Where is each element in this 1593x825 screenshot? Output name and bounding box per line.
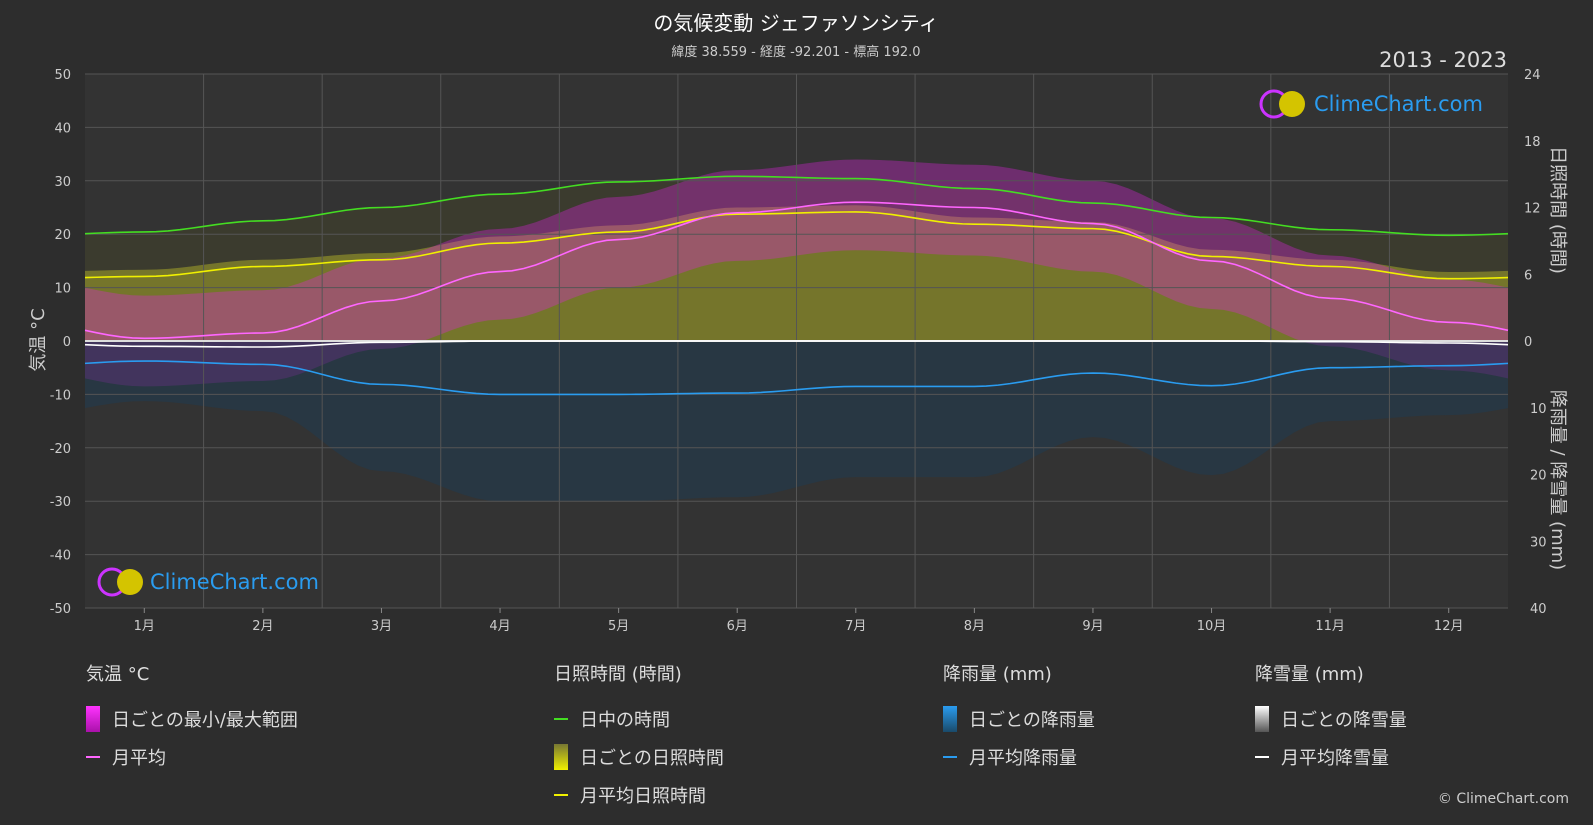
right-top-tick-label: 0 xyxy=(1524,335,1532,350)
month-label: 12月 xyxy=(1434,619,1464,634)
right-top-tick-label: 18 xyxy=(1524,135,1541,150)
chart-subtitle: 緯度 38.559 - 経度 -92.201 - 標高 192.0 xyxy=(671,44,920,60)
left-tick-label: 40 xyxy=(54,121,71,136)
legend-rain-daily-label: 日ごとの降雨量 xyxy=(969,710,1095,731)
logo-sun-icon xyxy=(1279,91,1305,117)
rain-avg-line xyxy=(84,360,1509,396)
right-bottom-tick-label: 10 xyxy=(1530,402,1547,417)
grid-lines xyxy=(85,73,1508,609)
legend-rain-head: 降雨量 (mm) xyxy=(943,664,1052,685)
rain-avg-swatch xyxy=(943,756,957,758)
brand-logo-bottom: ClimeChart.com xyxy=(97,567,319,597)
right-bottom-axis-label: 降雨量 / 降雪量 (mm) xyxy=(1547,390,1568,570)
legend-snow-avg-label: 月平均降雪量 xyxy=(1281,748,1389,769)
right-top-tick-label: 24 xyxy=(1524,68,1541,83)
legend-temp-avg-label: 月平均 xyxy=(112,748,166,769)
legend-snow: 降雪量 (mm) 日ごとの降雪量 月平均降雪量 xyxy=(1255,660,1407,776)
axis-ticks: 50 40 30 20 10 0 -10 -20 -30 -40 -50 24 18 12 6 0 10 20 30… xyxy=(50,68,1547,634)
legend-sun-avg: 月平均日照時間 xyxy=(554,776,724,814)
left-tick-label: 10 xyxy=(54,282,71,297)
rain-swatch xyxy=(943,706,957,732)
snow-swatch xyxy=(1255,706,1269,732)
brand-name-bottom: ClimeChart.com xyxy=(150,570,319,594)
copyright: © ClimeChart.com xyxy=(1437,791,1569,807)
sunshine-swatch xyxy=(554,744,568,770)
sunshine-avg-swatch xyxy=(554,794,568,796)
month-label: 2月 xyxy=(252,619,273,634)
left-tick-label: 20 xyxy=(54,228,71,243)
sunshine-avg-line xyxy=(84,211,1509,280)
brand-logo-top: ClimeChart.com xyxy=(1259,89,1483,119)
legend-temp-range-label: 日ごとの最小/最大範囲 xyxy=(112,710,298,731)
temp-avg-line xyxy=(84,201,1509,340)
left-tick-label: 30 xyxy=(54,175,71,190)
snow-avg-line xyxy=(84,340,1509,348)
chart-marks xyxy=(84,175,1509,396)
left-tick-label: 50 xyxy=(54,68,71,83)
legend-temp-range: 日ごとの最小/最大範囲 xyxy=(86,700,298,738)
month-label: 11月 xyxy=(1315,619,1345,634)
legend-sun-head: 日照時間 (時間) xyxy=(554,664,682,685)
left-tick-label: -10 xyxy=(50,388,71,403)
left-axis-label: 気温 °C xyxy=(28,308,49,371)
left-tick-label: -50 xyxy=(50,602,71,617)
temp-range-swatch xyxy=(86,706,100,732)
left-tick-label: -20 xyxy=(50,442,71,457)
daylight-line xyxy=(84,175,1509,237)
legend-snow-daily-label: 日ごとの降雪量 xyxy=(1281,710,1407,731)
month-label: 1月 xyxy=(134,619,155,634)
daylight-swatch xyxy=(554,718,568,720)
right-top-tick-label: 6 xyxy=(1524,268,1532,283)
month-label: 4月 xyxy=(489,619,510,634)
month-label: 10月 xyxy=(1197,619,1227,634)
right-bottom-tick-label: 30 xyxy=(1530,535,1547,550)
legend-rain-daily: 日ごとの降雨量 xyxy=(943,700,1095,738)
logo-sun-icon xyxy=(117,569,143,595)
legend-snow-avg: 月平均降雪量 xyxy=(1255,738,1407,776)
snow-avg-swatch xyxy=(1255,756,1269,758)
month-label: 9月 xyxy=(1082,619,1103,634)
right-top-tick-label: 12 xyxy=(1524,202,1541,217)
legend-snow-head: 降雪量 (mm) xyxy=(1255,664,1364,685)
legend-sun-daylight: 日中の時間 xyxy=(554,700,724,738)
left-tick-label: 0 xyxy=(63,335,71,350)
right-bottom-tick-label: 20 xyxy=(1530,469,1547,484)
legend-sun-avg-label: 月平均日照時間 xyxy=(580,786,706,807)
legend-rain: 降雨量 (mm) 日ごとの降雨量 月平均降雨量 xyxy=(943,660,1095,776)
legend-snow-daily: 日ごとの降雪量 xyxy=(1255,700,1407,738)
legend-temp-avg: 月平均 xyxy=(86,738,298,776)
temp-avg-swatch xyxy=(86,756,100,758)
legend-rain-avg: 月平均降雨量 xyxy=(943,738,1095,776)
month-label: 6月 xyxy=(727,619,748,634)
month-label: 8月 xyxy=(964,619,985,634)
right-top-axis-label: 日照時間 (時間) xyxy=(1547,146,1568,274)
legend-rain-avg-label: 月平均降雨量 xyxy=(969,748,1077,769)
legend-sun-daily: 日ごとの日照時間 xyxy=(554,738,724,776)
legend-temp: 気温 °C 日ごとの最小/最大範囲 月平均 xyxy=(86,660,298,776)
left-tick-label: -30 xyxy=(50,495,71,510)
legend-temp-head: 気温 °C xyxy=(86,664,150,685)
brand-name-top: ClimeChart.com xyxy=(1314,92,1483,116)
month-label: 7月 xyxy=(845,619,866,634)
period-label: 2013 - 2023 xyxy=(1379,48,1507,72)
month-label: 5月 xyxy=(608,619,629,634)
month-label: 3月 xyxy=(371,619,392,634)
right-bottom-tick-label: 40 xyxy=(1530,602,1547,617)
legend-sun-daylight-label: 日中の時間 xyxy=(580,710,670,731)
chart-title: の気候変動 ジェファソンシティ xyxy=(653,11,938,35)
legend-sun: 日照時間 (時間) 日中の時間 日ごとの日照時間 月平均日照時間 xyxy=(554,660,724,814)
left-tick-label: -40 xyxy=(50,549,71,564)
legend-sun-daily-label: 日ごとの日照時間 xyxy=(580,748,724,769)
